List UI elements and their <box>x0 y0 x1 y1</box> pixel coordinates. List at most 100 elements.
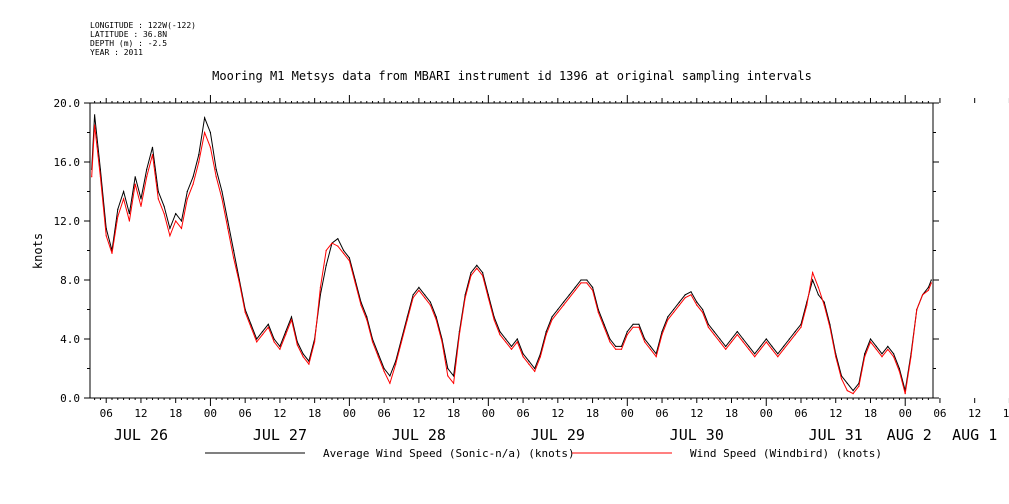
series-line <box>91 125 932 395</box>
data-point <box>215 176 217 178</box>
data-point <box>146 168 148 170</box>
data-point <box>412 294 414 296</box>
data-point <box>94 114 96 116</box>
data-point <box>169 227 171 229</box>
data-point <box>754 356 756 358</box>
data-point <box>626 331 628 333</box>
x-day-label: JUL 27 <box>253 426 307 444</box>
data-point <box>638 326 640 328</box>
data-point <box>227 227 229 229</box>
data-point <box>603 326 605 328</box>
data-point <box>522 353 524 355</box>
data-point <box>649 348 652 350</box>
x-day-label: JUL 31 <box>809 426 863 444</box>
data-point <box>719 338 721 340</box>
data-point <box>371 341 374 343</box>
data-point <box>812 272 814 274</box>
data-point <box>696 304 698 306</box>
x-hour-label: 18 <box>725 407 738 420</box>
data-point <box>673 308 675 311</box>
data-point <box>435 319 437 321</box>
data-point <box>586 279 588 281</box>
data-point <box>482 272 484 274</box>
data-point <box>389 382 391 384</box>
metadata-block: LONGITUDE : 122W(-122) LATITUDE : 36.8N DE… <box>90 21 196 57</box>
data-point <box>922 294 924 296</box>
data-point <box>221 190 223 193</box>
data-point <box>198 154 200 156</box>
data-point <box>482 275 484 277</box>
data-point <box>424 294 426 296</box>
data-point <box>267 323 269 325</box>
y-tick-label: 12.0 <box>54 215 81 228</box>
data-point <box>383 367 385 370</box>
data-point <box>626 334 628 336</box>
data-point <box>290 319 293 321</box>
data-point <box>331 242 333 244</box>
data-point <box>192 176 194 178</box>
data-point <box>453 382 455 384</box>
data-point <box>881 356 883 358</box>
data-point <box>233 249 235 252</box>
data-point <box>256 341 258 343</box>
data-point <box>568 294 571 296</box>
data-point <box>325 249 327 252</box>
data-point <box>186 198 188 200</box>
data-point <box>771 348 773 350</box>
data-point <box>534 367 536 370</box>
data-point <box>198 161 200 163</box>
data-point <box>864 356 866 358</box>
data-point <box>748 348 750 350</box>
data-point <box>846 390 848 392</box>
series-windbird <box>91 124 932 395</box>
data-point <box>702 308 704 311</box>
data-point <box>151 154 154 156</box>
data-point <box>632 326 634 328</box>
data-point <box>887 345 889 347</box>
data-point <box>788 341 791 343</box>
data-point <box>140 198 142 200</box>
data-point <box>858 385 860 387</box>
data-point <box>157 198 159 200</box>
data-point <box>719 341 721 343</box>
x-hour-label: 00 <box>482 407 495 420</box>
x-hour-label: 18 <box>169 407 182 420</box>
data-point <box>551 319 553 321</box>
x-hour-label: 18 <box>864 407 877 420</box>
data-point <box>840 378 843 380</box>
data-point <box>227 220 229 222</box>
data-point <box>91 176 93 178</box>
data-point <box>765 341 767 343</box>
x-hour-label: 06 <box>933 407 946 420</box>
data-point <box>574 289 576 291</box>
data-point <box>180 220 183 222</box>
data-point <box>568 297 571 299</box>
data-point <box>487 297 489 299</box>
data-point <box>400 341 403 343</box>
data-point <box>823 304 825 306</box>
data-point <box>730 338 733 340</box>
data-point <box>163 205 165 207</box>
data-point <box>128 220 130 222</box>
data-point <box>447 367 449 370</box>
y-tick-label: 16.0 <box>54 156 81 169</box>
data-point <box>261 331 264 333</box>
data-point <box>893 356 895 358</box>
data-point <box>117 208 119 210</box>
data-point <box>429 301 431 303</box>
data-point <box>817 286 820 288</box>
data-point <box>736 331 738 333</box>
data-point <box>586 282 588 284</box>
data-point <box>725 345 727 347</box>
data-point <box>395 363 397 365</box>
data-point <box>209 131 211 134</box>
data-point <box>117 216 119 218</box>
data-point <box>175 220 177 222</box>
data-point <box>812 279 814 281</box>
data-point <box>742 338 744 340</box>
data-point <box>348 260 350 262</box>
x-hour-label: 12 <box>829 407 842 420</box>
data-point <box>898 370 901 372</box>
x-hour-label: 12 <box>690 407 703 420</box>
data-point <box>279 345 281 347</box>
